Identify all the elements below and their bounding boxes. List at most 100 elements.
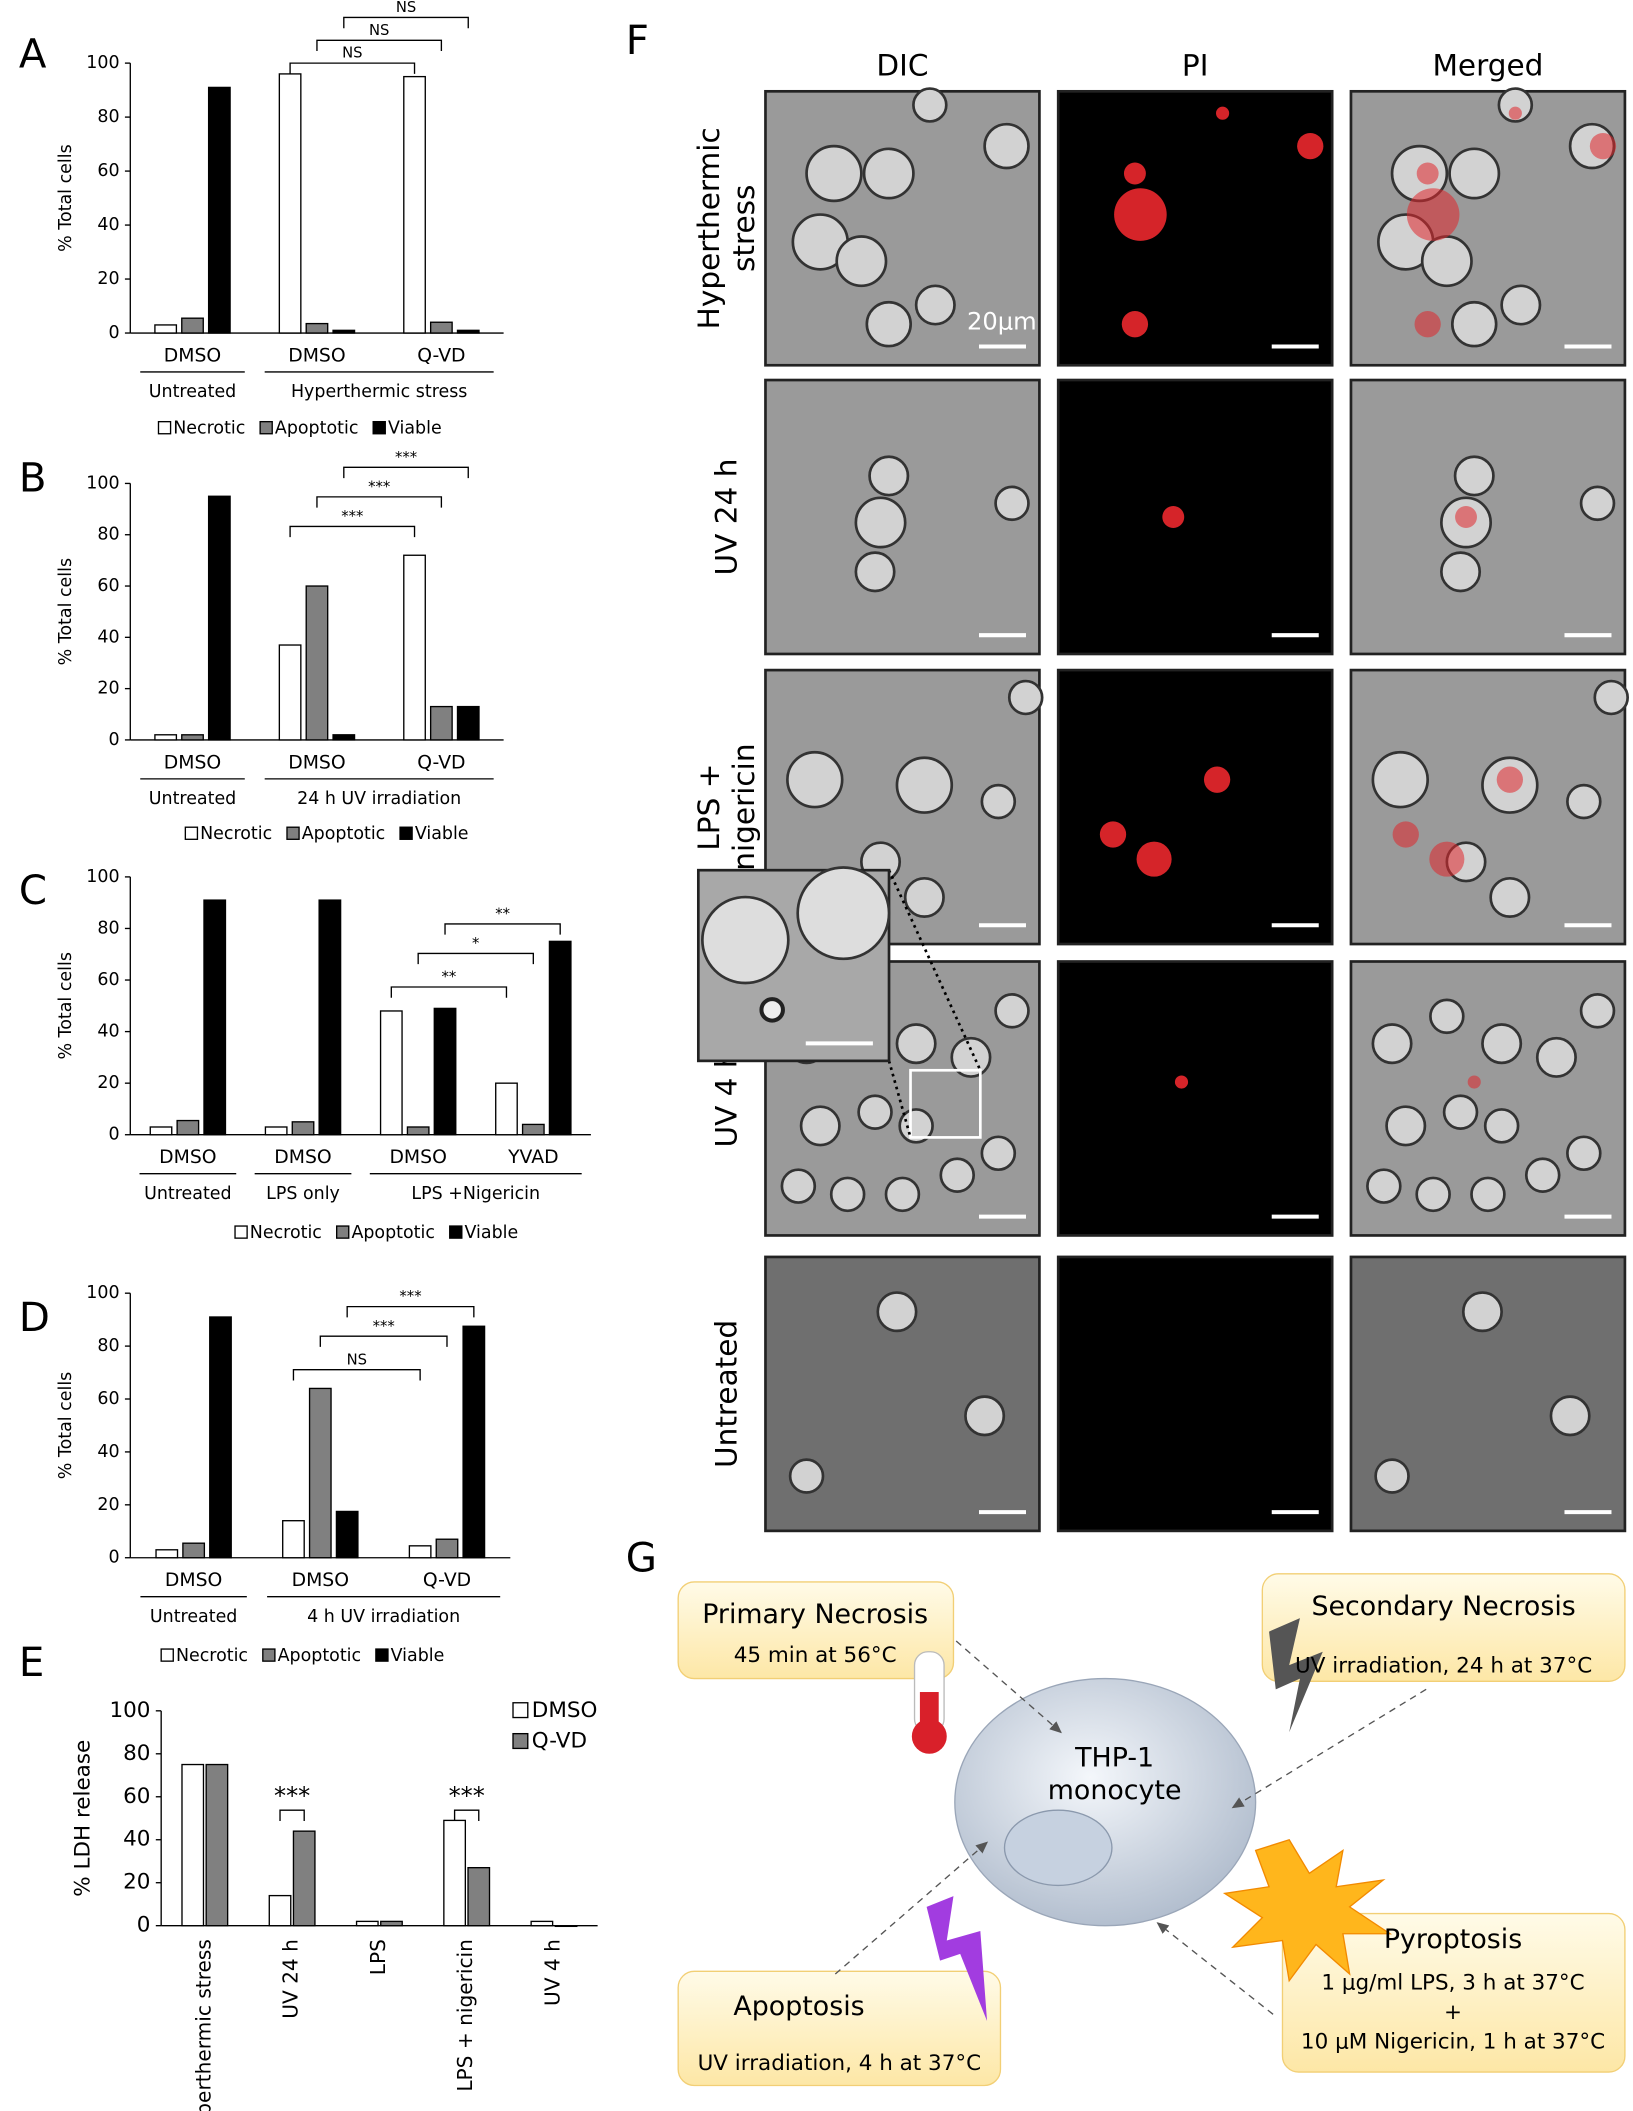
cell	[780, 1168, 817, 1204]
bar	[379, 1010, 403, 1136]
y-tick-label: 80	[97, 107, 119, 127]
y-tick-label: 60	[97, 970, 119, 990]
significance-label: **	[495, 905, 510, 922]
micrograph	[1056, 960, 1334, 1237]
y-tick-label: 60	[97, 576, 119, 596]
significance-bracket	[417, 952, 534, 965]
bar	[433, 1007, 457, 1136]
y-tick-label: 40	[123, 1827, 150, 1852]
bar	[403, 75, 426, 334]
cell	[1374, 1458, 1410, 1494]
starburst-icon	[1222, 1838, 1393, 1983]
x-tick-label: DMSO	[292, 1570, 349, 1591]
row-label: nigericin	[727, 743, 761, 870]
node-text: +	[1444, 2000, 1462, 2025]
bar	[205, 1763, 229, 1927]
significance-bracket	[343, 466, 469, 479]
significance-bracket	[390, 986, 508, 998]
legend-label: DMSO	[532, 1698, 598, 1723]
nucleus	[1003, 1809, 1113, 1887]
cell	[854, 496, 907, 549]
x-tick-label: Q-VD	[417, 345, 465, 366]
bar	[278, 73, 302, 334]
cell	[1549, 1395, 1591, 1437]
cell	[895, 1023, 937, 1065]
cell	[980, 1135, 1017, 1172]
row-label: Hyperthermic	[692, 127, 726, 329]
bar	[355, 1920, 379, 1927]
cell	[1415, 1176, 1451, 1213]
legend-swatch	[234, 1225, 248, 1239]
y-tick-label: 20	[123, 1870, 150, 1895]
significance-bracket	[444, 923, 561, 935]
significance-label: **	[442, 969, 457, 986]
bar	[443, 1819, 467, 1927]
cell	[994, 485, 1030, 522]
bar	[554, 1925, 578, 1928]
cell	[1448, 147, 1501, 200]
legend-swatch	[336, 1225, 350, 1239]
x-tick-label: LPS + nigericin	[453, 1939, 477, 2092]
row-label: UV 24 h	[709, 459, 743, 576]
significance-bracket	[453, 1809, 480, 1821]
significance-bracket	[316, 496, 443, 508]
cell	[914, 284, 956, 326]
pi-stain	[1589, 132, 1617, 160]
cell	[1566, 1135, 1602, 1172]
bar	[203, 899, 227, 1136]
row-label: LPS +	[692, 763, 726, 850]
bar	[207, 86, 231, 334]
row-label: stress	[727, 185, 761, 272]
cell	[1420, 235, 1473, 288]
y-tick-label: 100	[86, 1283, 119, 1303]
significance-label: ***	[399, 1288, 421, 1305]
node-title: Secondary Necrosis	[1311, 1591, 1575, 1622]
cell	[1500, 284, 1542, 326]
y-tick-label: 40	[97, 1022, 119, 1042]
significance-label: NS	[347, 1351, 367, 1368]
legend-label: Necrotic	[176, 1646, 248, 1666]
pi-stain	[1136, 841, 1172, 877]
x-tick-label: DMSO	[288, 345, 345, 366]
cell	[701, 895, 790, 985]
legend-label: Q-VD	[532, 1729, 587, 1754]
cell-label: THP-1	[1074, 1743, 1154, 1774]
x-tick-label: Q-VD	[423, 1570, 471, 1591]
pi-stain	[1392, 821, 1419, 848]
node-box	[677, 1581, 955, 1680]
y-tick-label: 40	[97, 215, 119, 235]
significance-bracket	[289, 525, 416, 538]
bar	[318, 899, 342, 1136]
cell	[1442, 1094, 1479, 1130]
bar	[282, 1520, 305, 1559]
cell	[895, 756, 954, 814]
panel-label: E	[19, 1640, 44, 1686]
y-axis-label: % Total cells	[56, 952, 76, 1059]
bar	[278, 644, 302, 741]
node-title: Pyroptosis	[1384, 1924, 1522, 1955]
y-axis-label: % Total cells	[56, 144, 76, 251]
y-tick-label: 60	[97, 1389, 119, 1409]
legend-label: Viable	[391, 1646, 445, 1666]
bar	[182, 1542, 206, 1559]
cell	[983, 122, 1030, 170]
micrograph	[1056, 668, 1334, 946]
significance-label: ***	[449, 1782, 485, 1810]
node-box	[1261, 1573, 1626, 1682]
legend-label: Necrotic	[173, 418, 245, 438]
significance-bracket	[343, 16, 469, 29]
pi-stain	[1414, 311, 1441, 338]
row-label: UV 4 h	[709, 1049, 743, 1147]
y-tick-label: 0	[108, 323, 119, 343]
y-tick-label: 60	[97, 161, 119, 181]
significance-bracket	[279, 1809, 305, 1821]
cell	[1371, 750, 1430, 809]
bar	[292, 1830, 316, 1927]
panel-label: A	[19, 31, 47, 77]
x-tick-label: DMSO	[288, 752, 345, 773]
y-tick-label: 0	[137, 1913, 151, 1938]
cell	[786, 750, 844, 809]
y-tick-label: 0	[108, 730, 119, 750]
